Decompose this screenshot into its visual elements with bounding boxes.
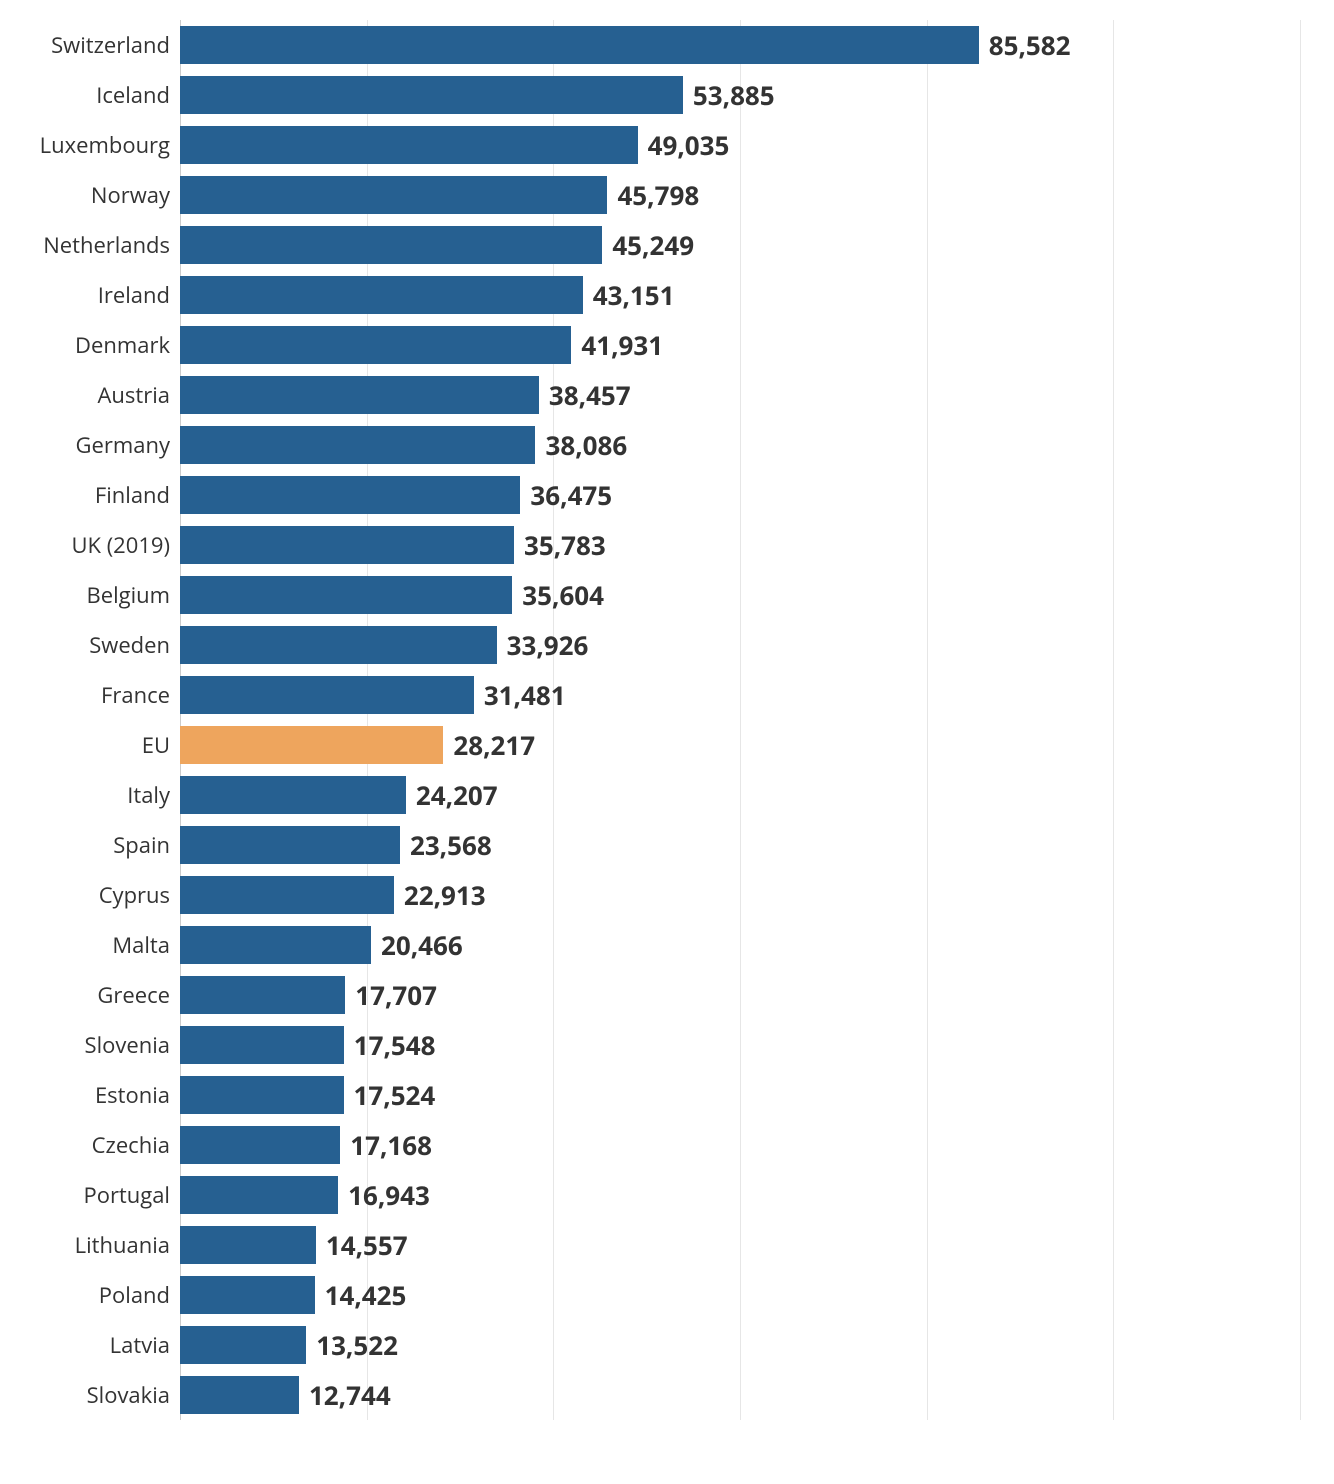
- labels-column: Switzerland Iceland Luxembourg Norway Nether…: [20, 20, 180, 1420]
- category-label: Germany: [20, 430, 180, 460]
- bar: [180, 1076, 344, 1114]
- bar: [180, 526, 514, 564]
- category-label: Czechia: [20, 1130, 180, 1160]
- value-label: 35,783: [514, 527, 606, 563]
- category-label: Malta: [20, 930, 180, 960]
- value-label: 45,249: [602, 227, 694, 263]
- category-label: Spain: [20, 830, 180, 860]
- category-label: Iceland: [20, 80, 180, 110]
- value-label: 12,744: [299, 1377, 391, 1413]
- value-label: 14,425: [315, 1277, 407, 1313]
- value-label: 85,582: [979, 27, 1071, 63]
- value-label: 33,926: [497, 627, 589, 663]
- value-label: 53,885: [683, 77, 775, 113]
- bar: [180, 876, 394, 914]
- category-label: Cyprus: [20, 880, 180, 910]
- bar: [180, 26, 979, 64]
- value-label: 49,035: [638, 127, 730, 163]
- category-label: Austria: [20, 380, 180, 410]
- bar: [180, 1026, 344, 1064]
- category-label: Greece: [20, 980, 180, 1010]
- bar: [180, 476, 520, 514]
- category-label: Netherlands: [20, 230, 180, 260]
- bar: [180, 126, 638, 164]
- value-label: 13,522: [306, 1327, 398, 1363]
- category-label: Latvia: [20, 1330, 180, 1360]
- bar-highlight: [180, 726, 443, 764]
- bar: [180, 176, 607, 214]
- value-label: 41,931: [571, 327, 663, 363]
- value-label: 23,568: [400, 827, 492, 863]
- bar: [180, 926, 371, 964]
- value-label: 38,457: [539, 377, 631, 413]
- category-label: Finland: [20, 480, 180, 510]
- bar-chart: Switzerland Iceland Luxembourg Norway Nether…: [0, 0, 1334, 1440]
- category-label: Belgium: [20, 580, 180, 610]
- gridline: [1300, 20, 1301, 1420]
- bar: [180, 826, 400, 864]
- value-label: 20,466: [371, 927, 463, 963]
- plot-column: 85,582 53,885 49,035 45,798 45,249 43,151 41,9…: [180, 20, 1300, 1420]
- category-label: EU: [20, 730, 180, 760]
- bars-column: 85,582 53,885 49,035 45,798 45,249 43,151 41,9…: [180, 20, 1300, 1420]
- bar: [180, 1226, 316, 1264]
- bar: [180, 426, 535, 464]
- category-label: Denmark: [20, 330, 180, 360]
- bar: [180, 626, 497, 664]
- value-label: 22,913: [394, 877, 486, 913]
- bar: [180, 376, 539, 414]
- category-label: Portugal: [20, 1180, 180, 1210]
- category-label: Estonia: [20, 1080, 180, 1110]
- value-label: 45,798: [607, 177, 699, 213]
- bar: [180, 1376, 299, 1414]
- category-label: Sweden: [20, 630, 180, 660]
- bar: [180, 226, 602, 264]
- category-label: Lithuania: [20, 1230, 180, 1260]
- bar: [180, 976, 345, 1014]
- value-label: 36,475: [520, 477, 612, 513]
- bar: [180, 276, 583, 314]
- bar: [180, 326, 571, 364]
- category-label: Poland: [20, 1280, 180, 1310]
- bar: [180, 576, 512, 614]
- value-label: 16,943: [338, 1177, 430, 1213]
- category-label: Slovenia: [20, 1030, 180, 1060]
- bar: [180, 676, 474, 714]
- value-label: 31,481: [474, 677, 566, 713]
- bar: [180, 76, 683, 114]
- category-label: Slovakia: [20, 1380, 180, 1410]
- value-label: 17,524: [344, 1077, 436, 1113]
- value-label: 28,217: [443, 727, 535, 763]
- value-label: 38,086: [535, 427, 627, 463]
- category-label: Italy: [20, 780, 180, 810]
- bar: [180, 1326, 306, 1364]
- value-label: 17,548: [344, 1027, 436, 1063]
- bar: [180, 1176, 338, 1214]
- value-label: 17,168: [340, 1127, 432, 1163]
- category-label: UK (2019): [20, 530, 180, 560]
- value-label: 43,151: [583, 277, 675, 313]
- bar: [180, 1126, 340, 1164]
- value-label: 35,604: [512, 577, 604, 613]
- value-label: 14,557: [316, 1227, 408, 1263]
- value-label: 24,207: [406, 777, 498, 813]
- category-label: Norway: [20, 180, 180, 210]
- value-label: 17,707: [345, 977, 437, 1013]
- category-label: Luxembourg: [20, 130, 180, 160]
- bar: [180, 776, 406, 814]
- bar: [180, 1276, 315, 1314]
- category-label: France: [20, 680, 180, 710]
- category-label: Ireland: [20, 280, 180, 310]
- category-label: Switzerland: [20, 30, 180, 60]
